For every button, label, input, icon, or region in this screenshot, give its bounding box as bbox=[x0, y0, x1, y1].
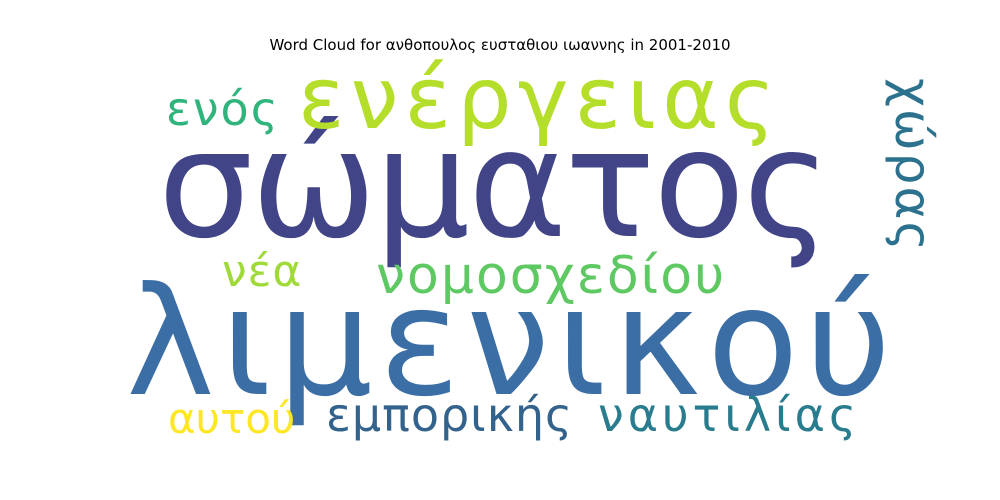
word-aftou: αυτού bbox=[168, 394, 296, 443]
word-limenikou: λιμενικού bbox=[126, 256, 898, 430]
word-naftilias: ναυτιλίας bbox=[598, 388, 861, 442]
word-enos: ενός bbox=[166, 82, 280, 136]
word-xoras: χώρας bbox=[884, 78, 942, 253]
word-somatos: σώματος bbox=[158, 98, 831, 272]
word-emporikis: εμπορικής bbox=[326, 388, 573, 442]
word-nomosxediou: νομοσχεδίου bbox=[376, 246, 727, 306]
word-energeias: ενέργειας bbox=[298, 49, 782, 149]
chart-title: Word Cloud for ανθοπουλος ευσταθιου ιωαν… bbox=[269, 36, 731, 54]
word-nea: νέα bbox=[222, 246, 303, 297]
